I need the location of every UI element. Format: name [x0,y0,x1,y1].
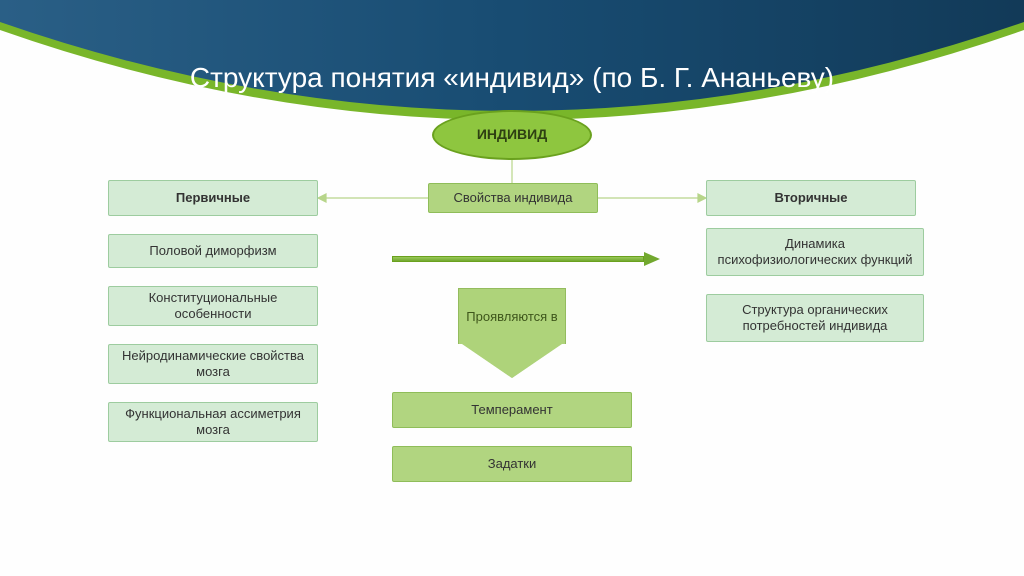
node-label: Темперамент [471,402,552,418]
node-label: Структура органических потребностей инди… [715,302,915,335]
horizontal-arrow [392,252,660,266]
node-p3: Нейродинамические свойства мозга [108,344,318,384]
down-arrow-label: Проявляются в [460,305,563,328]
node-label: Нейродинамические свойства мозга [117,348,309,381]
node-p4: Функциональная ассиметрия мозга [108,402,318,442]
node-s1: Динамика психофизиологических функций [706,228,924,276]
node-label: Функциональная ассиметрия мозга [117,406,309,439]
node-p2: Конституциональные особенности [108,286,318,326]
node-label: Динамика психофизиологических функций [715,236,915,269]
slide-title: Структура понятия «индивид» (по Б. Г. Ан… [0,62,1024,94]
node-label: ИНДИВИД [477,126,547,144]
node-secondary-header: Вторичные [706,180,916,216]
node-label: Свойства индивида [454,190,573,206]
node-s2: Структура органических потребностей инди… [706,294,924,342]
node-label: Первичные [176,190,250,206]
node-label: Вторичные [774,190,847,206]
node-zadatki: Задатки [392,446,632,482]
node-label: Конституциональные особенности [117,290,309,323]
node-label: Задатки [488,456,537,472]
node-p1: Половой диморфизм [108,234,318,268]
node-temperament: Темперамент [392,392,632,428]
down-arrow: Проявляются в [458,288,566,380]
node-individ: ИНДИВИД [432,110,592,160]
node-properties: Свойства индивида [428,183,598,213]
node-label: Половой диморфизм [149,243,276,259]
node-primary-header: Первичные [108,180,318,216]
